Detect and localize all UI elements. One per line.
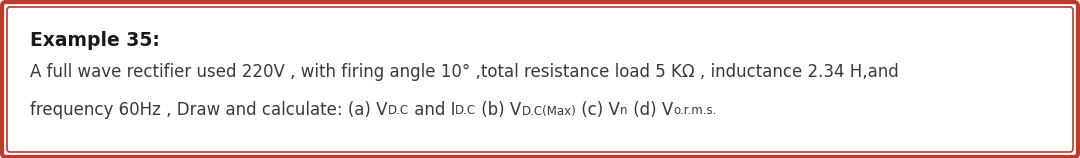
Text: (c) V: (c) V: [577, 101, 620, 119]
Text: D.C: D.C: [388, 104, 408, 118]
Text: Example 35:: Example 35:: [30, 31, 160, 50]
Text: D.C(Max): D.C(Max): [522, 104, 577, 118]
Text: (d) V: (d) V: [627, 101, 673, 119]
Text: o.r.m.s.: o.r.m.s.: [673, 104, 716, 118]
Text: D.C: D.C: [455, 104, 476, 118]
Text: (b) V: (b) V: [476, 101, 522, 119]
Text: frequency 60Hz , Draw and calculate: (a) V: frequency 60Hz , Draw and calculate: (a)…: [30, 101, 388, 119]
Text: and I: and I: [408, 101, 455, 119]
FancyBboxPatch shape: [2, 2, 1078, 157]
Text: A full wave rectifier used 220V , with firing angle 10° ,total resistance load 5: A full wave rectifier used 220V , with f…: [30, 63, 899, 81]
Text: n: n: [620, 104, 627, 118]
